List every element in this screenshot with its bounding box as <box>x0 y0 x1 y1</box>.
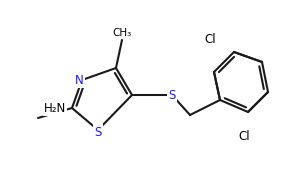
Text: S: S <box>168 89 176 102</box>
Text: CH₃: CH₃ <box>112 28 132 38</box>
Text: Cl: Cl <box>238 130 250 143</box>
Text: H₂N: H₂N <box>44 102 66 115</box>
Text: N: N <box>75 73 83 86</box>
Text: S: S <box>94 126 102 139</box>
Text: Cl: Cl <box>204 33 216 46</box>
